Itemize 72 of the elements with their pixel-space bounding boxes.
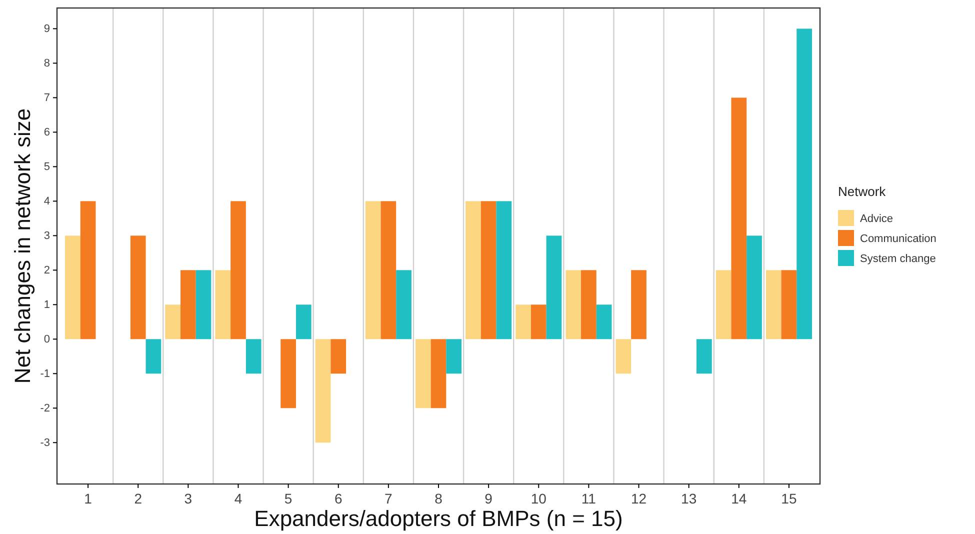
bar bbox=[196, 270, 212, 340]
x-tick-label: 1 bbox=[84, 490, 92, 507]
bar bbox=[165, 304, 180, 340]
bar bbox=[631, 270, 646, 340]
bar bbox=[746, 236, 762, 340]
bar bbox=[380, 201, 396, 340]
bar bbox=[396, 270, 412, 340]
bar bbox=[581, 270, 596, 340]
y-tick-label: -3 bbox=[40, 437, 50, 450]
x-tick-label: 8 bbox=[434, 490, 443, 507]
y-tick-label: 0 bbox=[44, 334, 50, 346]
y-tick-label: 8 bbox=[44, 58, 50, 70]
x-axis-title: Expanders/adopters of BMPs (n = 15) bbox=[254, 506, 623, 531]
bar bbox=[296, 304, 312, 340]
bar bbox=[430, 339, 446, 408]
y-tick-label: 4 bbox=[44, 196, 50, 208]
x-tick-label: 12 bbox=[630, 490, 647, 507]
bar bbox=[530, 304, 546, 340]
y-tick-label: 6 bbox=[44, 126, 50, 139]
legend-title: Network bbox=[838, 184, 886, 199]
bar bbox=[516, 304, 531, 340]
y-tick-label: -2 bbox=[40, 402, 50, 415]
bar bbox=[180, 270, 196, 340]
bar bbox=[446, 339, 462, 374]
bar bbox=[480, 201, 496, 340]
bar bbox=[315, 339, 331, 443]
x-tick-label: 15 bbox=[781, 490, 797, 507]
x-tick-label: 2 bbox=[134, 490, 142, 507]
x-tick-label: 4 bbox=[234, 490, 242, 507]
legend-label: Communication bbox=[860, 233, 936, 245]
x-tick-label: 6 bbox=[334, 490, 342, 507]
bar bbox=[80, 201, 96, 340]
x-tick-label: 13 bbox=[681, 490, 697, 507]
legend-label: Advice bbox=[860, 213, 894, 225]
bar bbox=[215, 270, 231, 340]
legend-label: System change bbox=[860, 253, 936, 265]
y-tick-label: 7 bbox=[44, 92, 50, 104]
x-tick-label: 5 bbox=[284, 490, 292, 507]
bar bbox=[546, 236, 562, 340]
bar bbox=[596, 304, 612, 340]
y-tick-label: 2 bbox=[44, 264, 50, 277]
y-tick-label: 1 bbox=[44, 299, 50, 312]
x-tick-label: 9 bbox=[484, 490, 493, 507]
bar bbox=[246, 339, 262, 374]
bar bbox=[65, 236, 80, 340]
bar bbox=[766, 270, 782, 340]
bar bbox=[466, 201, 481, 340]
x-tick-label: 14 bbox=[731, 490, 747, 507]
bar bbox=[415, 339, 431, 408]
bar bbox=[330, 339, 346, 374]
bar bbox=[716, 270, 732, 340]
x-tick-label: 10 bbox=[530, 490, 547, 507]
bar bbox=[731, 98, 747, 340]
x-tick-label: 11 bbox=[581, 490, 596, 507]
bar bbox=[146, 339, 162, 374]
y-tick-label: -1 bbox=[40, 368, 50, 380]
bar bbox=[616, 339, 632, 374]
bar bbox=[696, 339, 712, 374]
bar bbox=[230, 201, 246, 340]
x-tick-label: 3 bbox=[184, 490, 192, 507]
bar bbox=[130, 236, 146, 340]
x-tick-label: 7 bbox=[384, 490, 393, 507]
y-tick-label: 3 bbox=[44, 230, 50, 242]
bar bbox=[280, 339, 296, 408]
bar bbox=[496, 201, 512, 340]
bar bbox=[796, 28, 812, 340]
y-axis-title: Net changes in network size bbox=[10, 108, 35, 384]
bar bbox=[365, 201, 381, 340]
y-tick-label: 5 bbox=[44, 161, 50, 174]
bar bbox=[566, 270, 582, 340]
bar bbox=[781, 270, 797, 340]
y-tick-label: 9 bbox=[44, 23, 50, 36]
